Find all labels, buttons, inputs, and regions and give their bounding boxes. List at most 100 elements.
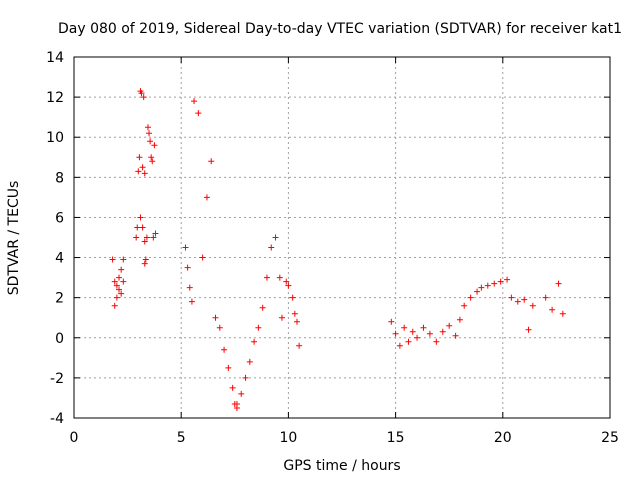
- data-point: [525, 326, 532, 333]
- data-point: [278, 314, 285, 321]
- y-tick-label: 12: [46, 90, 64, 106]
- data-point: [414, 334, 421, 341]
- data-point: [549, 306, 556, 313]
- data-point: [484, 282, 491, 289]
- data-point: [221, 346, 228, 353]
- data-point: [439, 328, 446, 335]
- data-point: [433, 338, 440, 345]
- data-point: [497, 278, 504, 285]
- data-point: [113, 282, 120, 289]
- data-point: [142, 256, 149, 263]
- data-point: [144, 124, 151, 131]
- series-points: [233, 234, 303, 407]
- x-tick-label: 0: [70, 430, 79, 446]
- data-point: [420, 324, 427, 331]
- x-tick-label: 25: [601, 430, 619, 446]
- data-point: [251, 338, 258, 345]
- data-point: [141, 260, 148, 267]
- y-tick-label: 4: [55, 251, 64, 267]
- data-point: [461, 302, 468, 309]
- data-point: [255, 324, 262, 331]
- data-point: [113, 294, 120, 301]
- series-points: [109, 256, 127, 309]
- plot-frame: [73, 56, 611, 419]
- data-point: [208, 158, 215, 165]
- data-point: [111, 302, 118, 309]
- data-point: [283, 278, 290, 285]
- data-point: [147, 138, 154, 145]
- data-point: [133, 234, 140, 241]
- data-point: [139, 224, 146, 231]
- series-points: [461, 276, 566, 333]
- data-point: [116, 274, 123, 281]
- data-point: [289, 294, 296, 301]
- data-point: [514, 298, 521, 305]
- data-point: [120, 278, 127, 285]
- data-point: [149, 158, 156, 165]
- data-point: [138, 90, 145, 97]
- data-point: [508, 294, 515, 301]
- chart-title: Day 080 of 2019, Sidereal Day-to-day VTE…: [58, 21, 622, 37]
- data-point: [182, 244, 189, 251]
- data-point: [212, 314, 219, 321]
- data-point: [136, 154, 143, 161]
- data-point: [405, 338, 412, 345]
- data-point: [392, 330, 399, 337]
- data-point: [396, 342, 403, 349]
- data-point: [452, 332, 459, 339]
- data-point: [446, 322, 453, 329]
- series-points: [388, 316, 463, 349]
- data-point: [143, 234, 150, 241]
- data-point: [233, 400, 240, 407]
- data-point: [401, 324, 408, 331]
- y-tick-label: 2: [55, 291, 64, 307]
- y-tick-label: 14: [46, 50, 64, 66]
- y-tick-label: 0: [55, 331, 64, 347]
- y-axis-label: SDTVAR / TECUs: [6, 181, 22, 296]
- data-point: [521, 296, 528, 303]
- data-point: [116, 286, 123, 293]
- y-tick-label: -2: [50, 371, 64, 387]
- data-point: [293, 318, 300, 325]
- data-point: [238, 390, 245, 397]
- data-point: [285, 282, 292, 289]
- data-point: [195, 110, 202, 117]
- data-point: [140, 94, 147, 101]
- data-point: [542, 294, 549, 301]
- data-points: [109, 88, 566, 411]
- data-point: [141, 238, 148, 245]
- data-point: [467, 294, 474, 301]
- y-tick-label: -4: [50, 411, 64, 427]
- data-point: [135, 168, 142, 175]
- data-point: [139, 164, 146, 171]
- y-tick-label: 10: [46, 130, 64, 146]
- data-point: [276, 274, 283, 281]
- data-point: [184, 264, 191, 271]
- data-point: [152, 230, 159, 237]
- data-point: [555, 280, 562, 287]
- data-point: [120, 256, 127, 263]
- data-point: [388, 318, 395, 325]
- data-point: [111, 278, 118, 285]
- data-point: [137, 214, 144, 221]
- data-point: [203, 194, 210, 201]
- data-point: [191, 98, 198, 105]
- data-point: [216, 324, 223, 331]
- grid-lines: [74, 57, 610, 418]
- data-point: [134, 224, 141, 231]
- data-point: [268, 244, 275, 251]
- data-point: [272, 234, 279, 241]
- data-point: [478, 284, 485, 291]
- x-axis-label: GPS time / hours: [283, 458, 400, 474]
- data-point: [529, 302, 536, 309]
- data-point: [188, 298, 195, 305]
- data-point: [150, 234, 157, 241]
- data-point: [263, 274, 270, 281]
- x-tick-label: 20: [494, 430, 512, 446]
- data-point: [246, 358, 253, 365]
- data-point: [199, 254, 206, 261]
- y-tick-label: 8: [55, 170, 64, 186]
- data-point: [474, 288, 481, 295]
- data-point: [109, 256, 116, 263]
